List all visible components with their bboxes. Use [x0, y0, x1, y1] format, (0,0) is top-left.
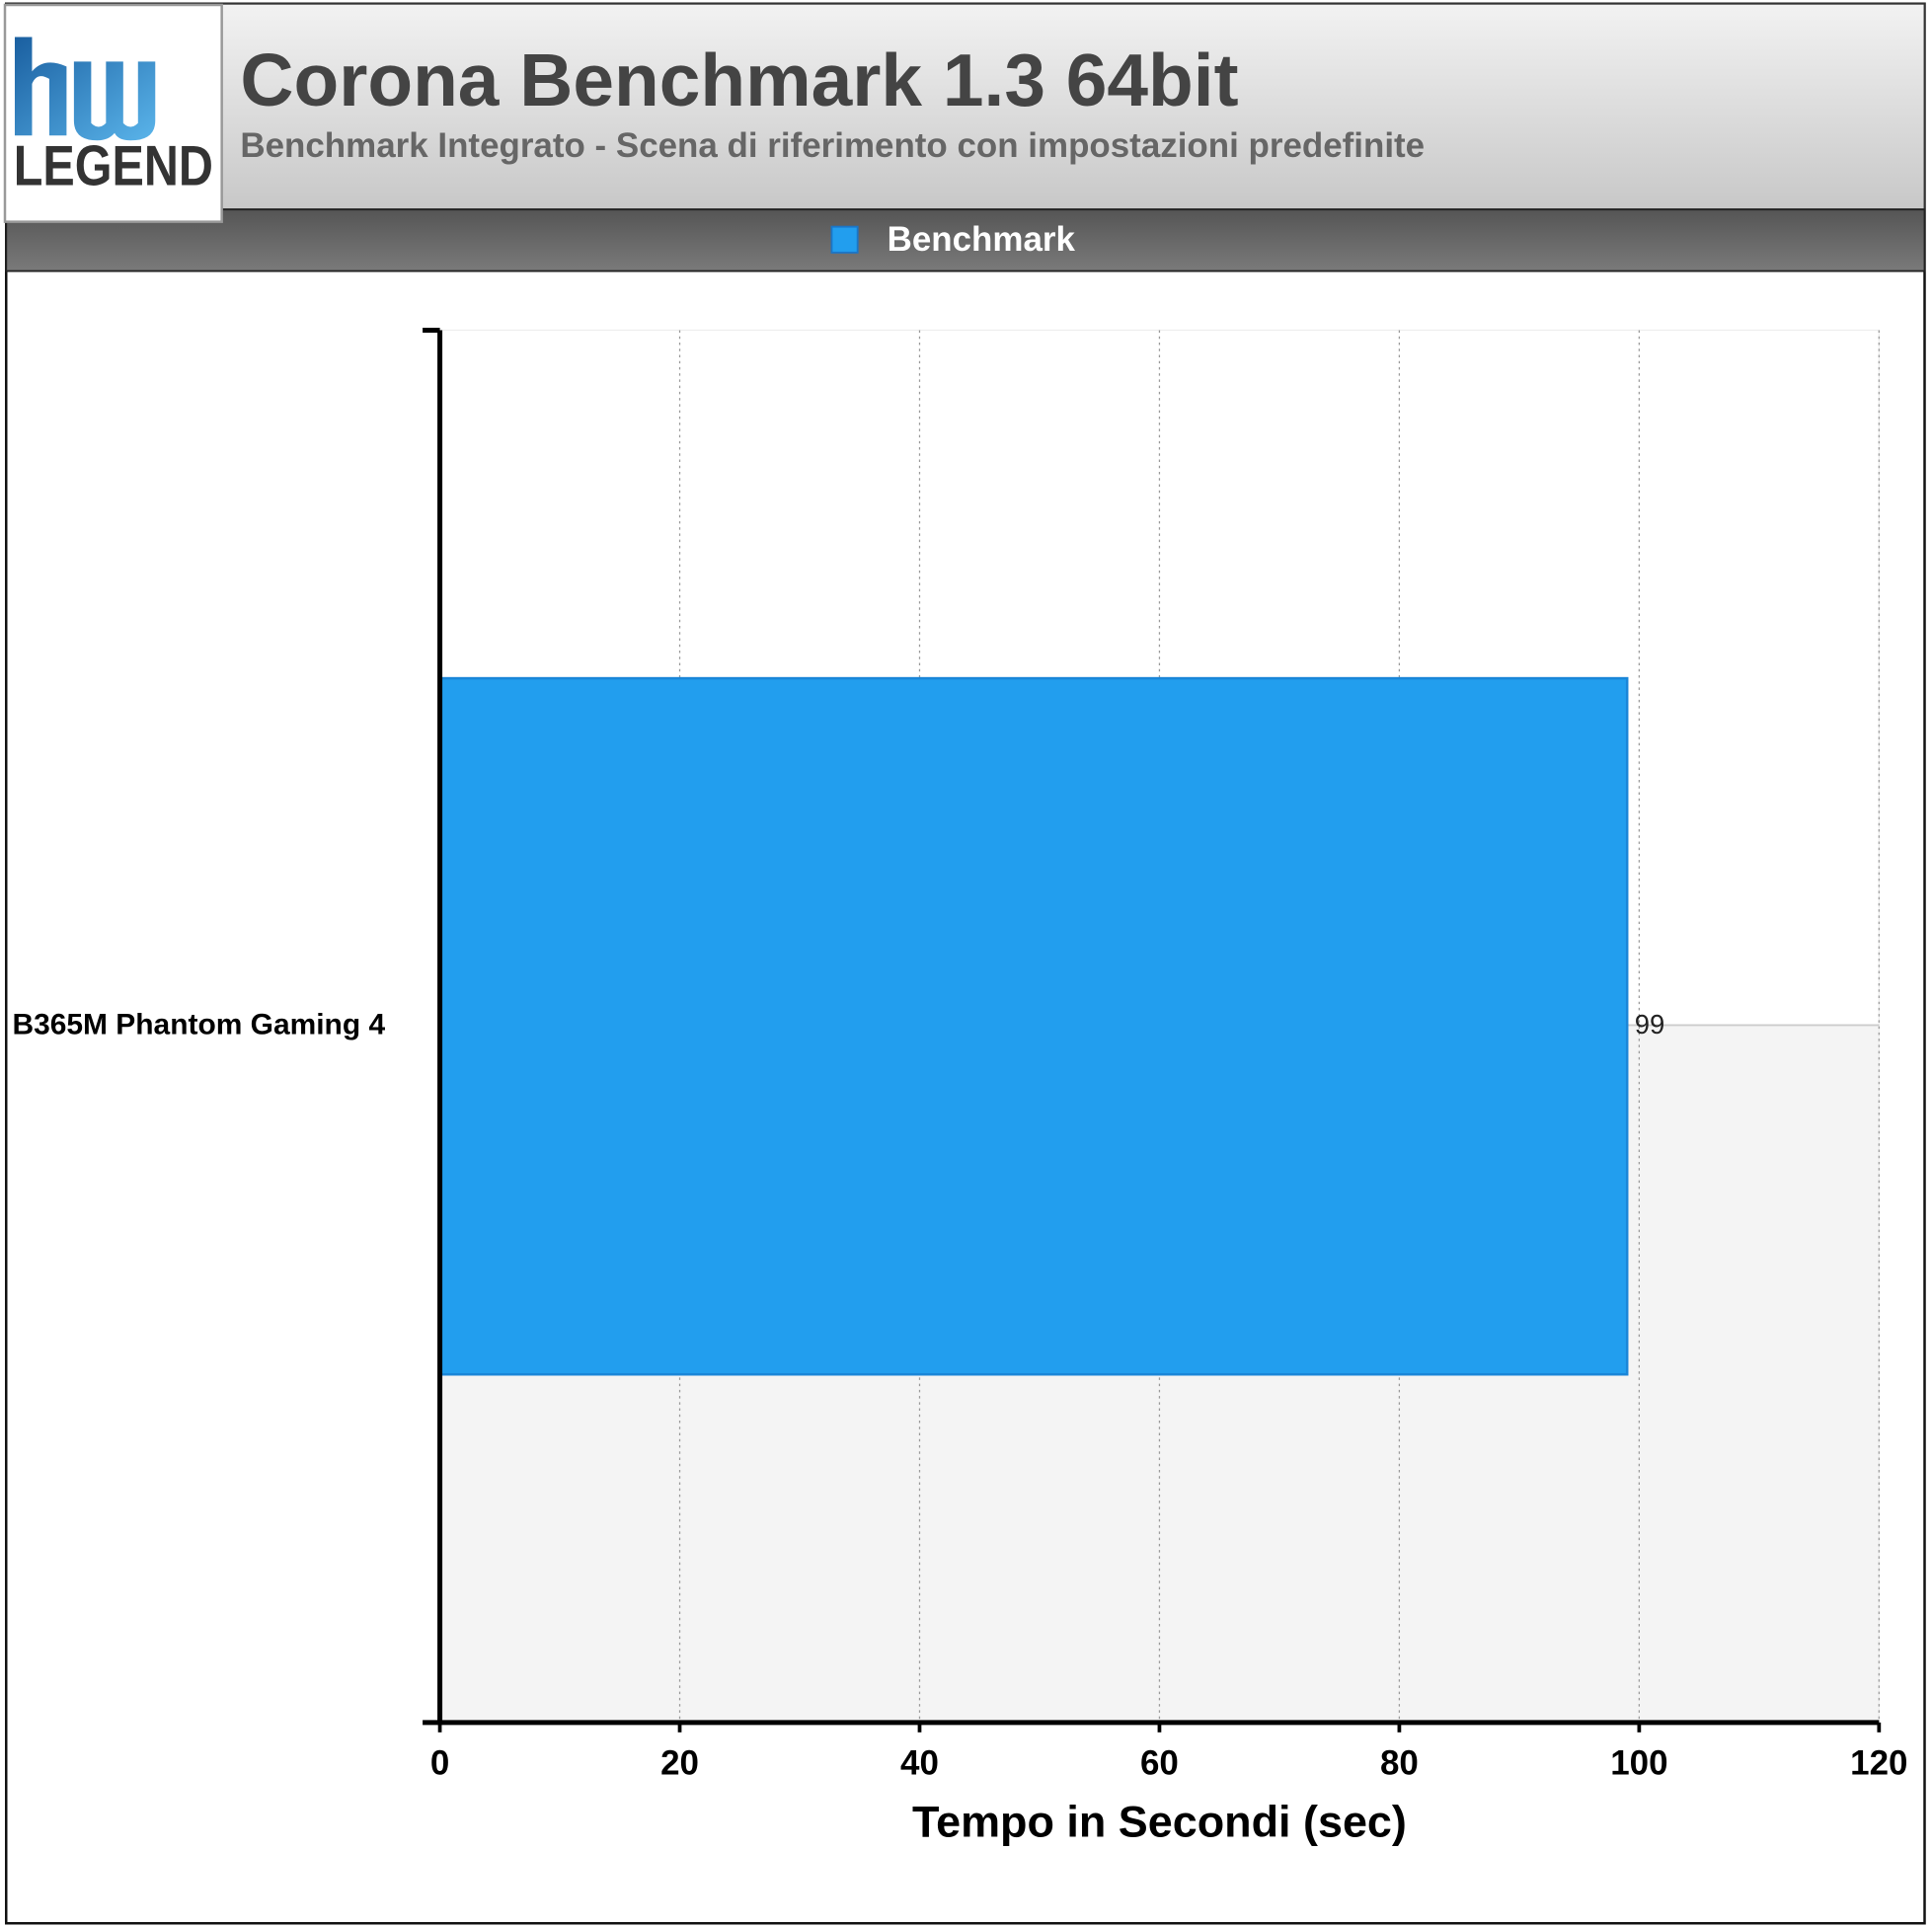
legend-label: Benchmark: [888, 220, 1076, 259]
logo-mark: [14, 37, 156, 141]
x-tick-label: 0: [430, 1744, 449, 1783]
logo-text: LEGEND: [14, 134, 213, 197]
x-tick-label: 100: [1610, 1744, 1667, 1783]
x-tick-label: 60: [1140, 1744, 1179, 1783]
chart-title: Corona Benchmark 1.3 64bit: [240, 39, 1238, 121]
x-tick-label: 80: [1380, 1744, 1419, 1783]
legend-swatch: [830, 225, 859, 254]
bar: [438, 676, 1629, 1376]
x-tick-label: 20: [660, 1744, 699, 1783]
legend-bar: [5, 208, 1926, 272]
y-tick-label: B365M Phantom Gaming 4: [12, 1009, 385, 1041]
x-tick-label: 40: [900, 1744, 939, 1783]
header: [5, 2, 1926, 211]
x-tick-label: 120: [1850, 1744, 1907, 1783]
x-axis-title: Tempo in Secondi (sec): [912, 1796, 1407, 1846]
value-label: 99: [1635, 1009, 1665, 1040]
chart-subtitle: Benchmark Integrato - Scena di riferimen…: [240, 126, 1425, 165]
